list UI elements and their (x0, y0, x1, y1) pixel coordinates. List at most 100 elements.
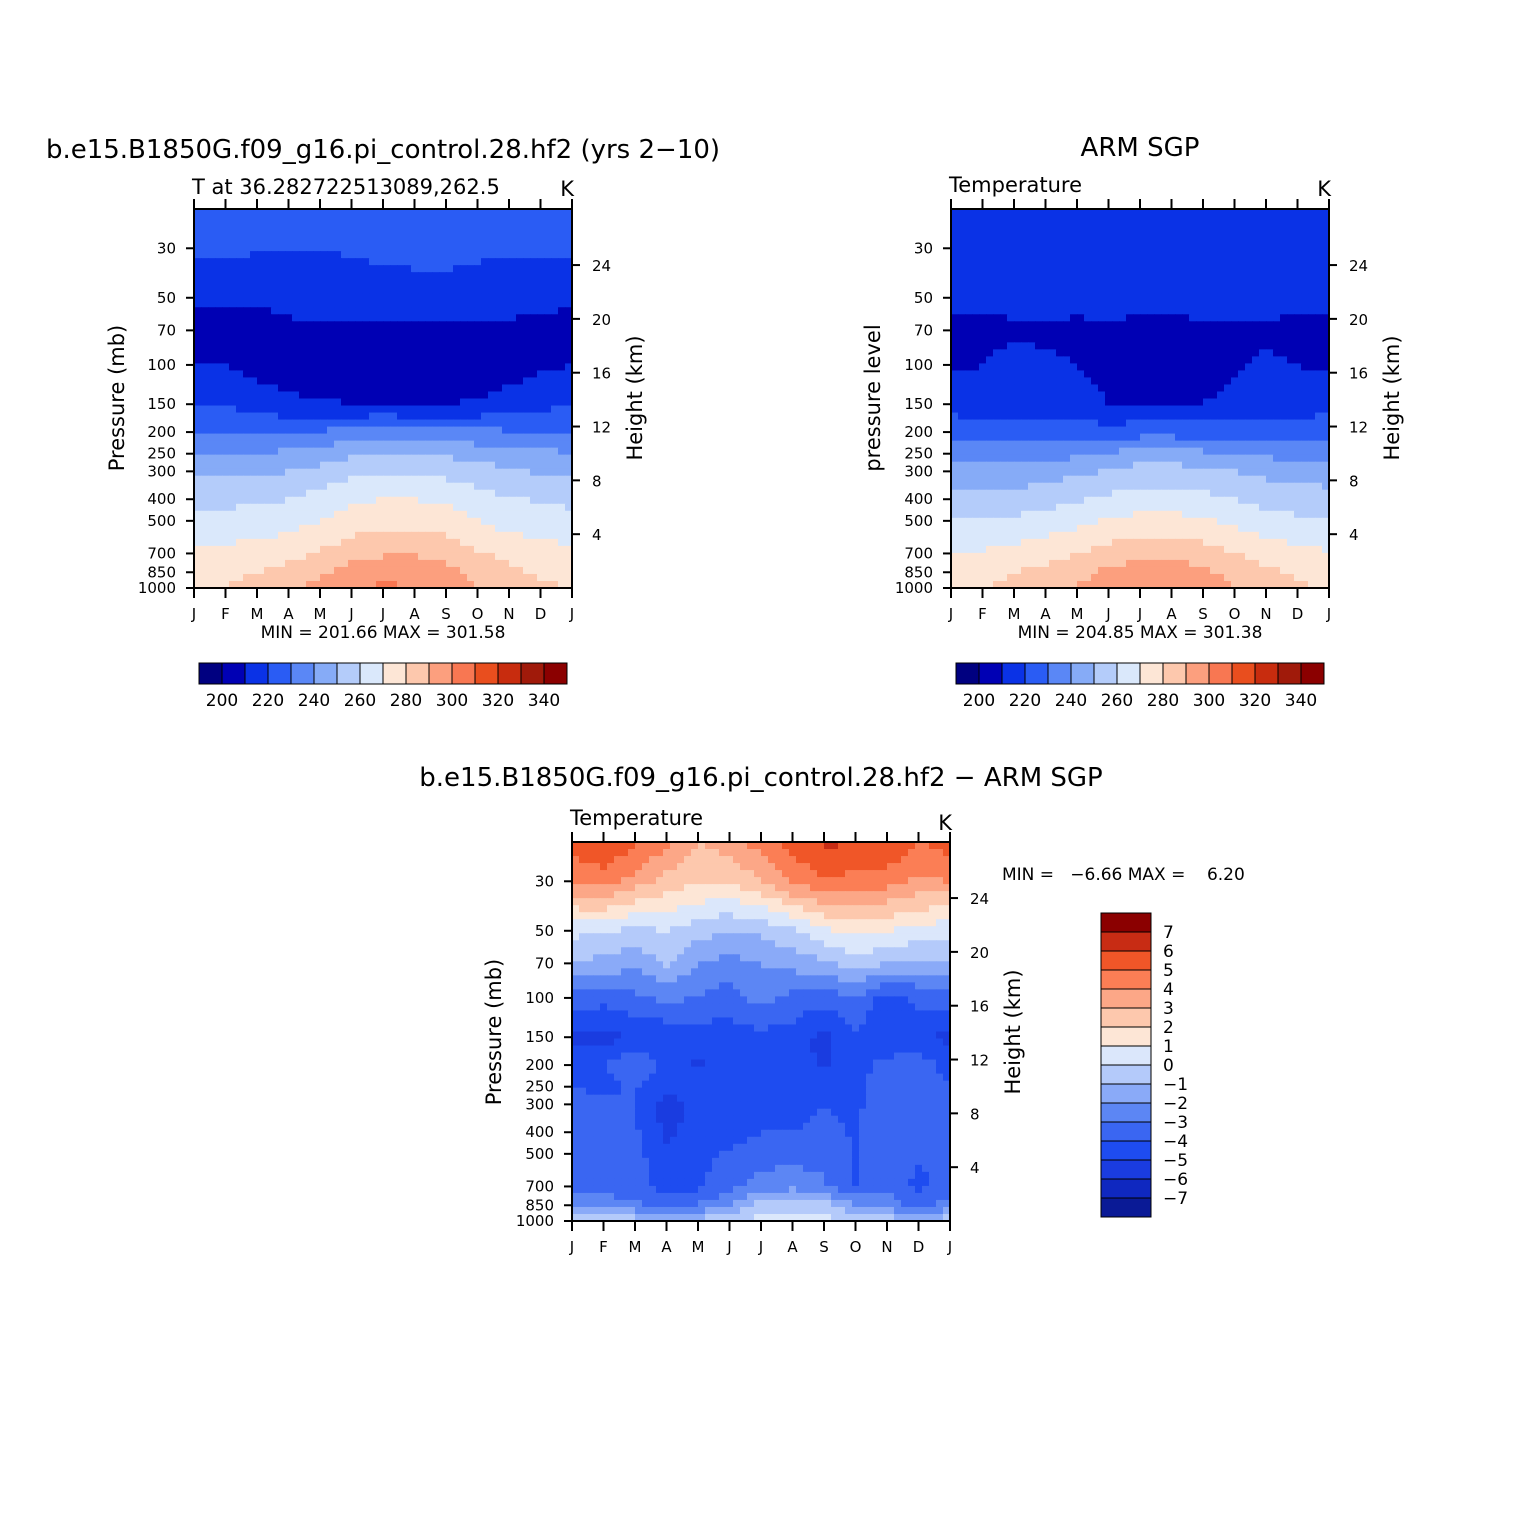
heatmap-cell (327, 272, 335, 280)
heatmap-cell (390, 580, 398, 589)
heatmap-cell (460, 524, 468, 533)
heatmap-cell (334, 391, 342, 400)
heatmap-cell (544, 580, 552, 589)
colorbar-box (336, 662, 361, 685)
heatmap-cell (986, 216, 994, 224)
heatmap-cell (1266, 223, 1274, 231)
heatmap-cell (1049, 370, 1057, 379)
heatmap-cell (383, 580, 391, 589)
heatmap-cell (1133, 412, 1141, 421)
heatmap-cell (208, 314, 216, 322)
heatmap-cell (1203, 321, 1211, 329)
heatmap-cell (1245, 265, 1253, 273)
heatmap-cell (1119, 391, 1127, 400)
heatmap-cell (1126, 426, 1134, 435)
heatmap-cell (432, 356, 440, 365)
heatmap-cell (979, 461, 987, 470)
heatmap-cell (1154, 356, 1162, 365)
heatmap-cell (558, 559, 566, 568)
heatmap-cell (1000, 363, 1008, 372)
heatmap-cell (1294, 244, 1302, 252)
heatmap-cell (516, 349, 524, 357)
heatmap-cell (306, 412, 314, 421)
heatmap-cell (243, 468, 251, 477)
heatmap-cell (1308, 286, 1316, 294)
heatmap-cell (1287, 244, 1295, 252)
heatmap-cell (1056, 440, 1064, 449)
heatmap-cell (1238, 412, 1246, 421)
heatmap-cell (1168, 216, 1176, 224)
heatmap-cell (208, 244, 216, 252)
heatmap-cell (558, 440, 566, 449)
heatmap-cell (1161, 286, 1169, 294)
heatmap-cell (1014, 307, 1022, 315)
heatmap-cell (951, 279, 959, 287)
heatmap-cell (516, 482, 524, 491)
heatmap-cell (362, 321, 370, 329)
heatmap-cell (390, 440, 398, 449)
heatmap-cell (215, 538, 223, 547)
heatmap-cell (334, 363, 342, 372)
heatmap-cell (1147, 440, 1155, 449)
heatmap-cell (1168, 356, 1176, 365)
heatmap-cell (1119, 398, 1127, 407)
x-tick-label: M (314, 605, 327, 623)
heatmap-cell (411, 419, 419, 428)
heatmap-cell (1175, 216, 1183, 224)
heatmap-cell (243, 580, 251, 589)
heatmap-cell (425, 440, 433, 449)
heatmap-cell (418, 300, 426, 308)
heatmap-cell (348, 573, 356, 582)
heatmap-cell (236, 475, 244, 484)
heatmap-cell (383, 489, 391, 498)
heatmap-cell (1147, 405, 1155, 414)
heatmap-cell (292, 405, 300, 414)
heatmap-cell (993, 258, 1001, 266)
heatmap-cell (488, 496, 496, 505)
heatmap-cell (425, 552, 433, 561)
heatmap-cell (965, 363, 973, 372)
heatmap-cell (972, 447, 980, 456)
heatmap-cell (1056, 426, 1064, 435)
heatmap-cell (1259, 307, 1267, 315)
heatmap-cell (502, 321, 510, 329)
heatmap-cell (1294, 209, 1302, 217)
heatmap-cell (1147, 342, 1155, 350)
heatmap-cell (1014, 447, 1022, 456)
heatmap-cell (439, 447, 447, 456)
heatmap-cell (481, 426, 489, 435)
heatmap-cell (1063, 237, 1071, 245)
heatmap-cell (509, 496, 517, 505)
heatmap-cell (1084, 363, 1092, 372)
heatmap-cell (1280, 335, 1288, 343)
heatmap-cell (986, 265, 994, 273)
heatmap-cell (972, 419, 980, 428)
heatmap-cell (229, 307, 237, 315)
heatmap-cell (215, 342, 223, 350)
heatmap-cell (460, 489, 468, 498)
heatmap-cell (376, 545, 384, 554)
heatmap-cell (544, 482, 552, 491)
heatmap-cell (215, 398, 223, 407)
heatmap-cell (446, 237, 454, 245)
heatmap-cell (425, 272, 433, 280)
heatmap-cell (292, 566, 300, 575)
heatmap-cell (1049, 342, 1057, 350)
heatmap-cell (1245, 433, 1253, 442)
heatmap-cell (495, 314, 503, 322)
heatmap-cell (1140, 300, 1148, 308)
heatmap-cell (537, 447, 545, 456)
heatmap-cell (1119, 300, 1127, 308)
heatmap-cell (264, 363, 272, 372)
heatmap-cell (432, 503, 440, 512)
heatmap-cell (208, 552, 216, 561)
heatmap-cell (523, 328, 531, 336)
heatmap-cell (1210, 293, 1218, 301)
heatmap-cell (376, 580, 384, 589)
heatmap-cell (1063, 349, 1071, 357)
heatmap-cell (1315, 251, 1323, 259)
heatmap-cell (1245, 244, 1253, 252)
heatmap-cell (201, 545, 209, 554)
heatmap-cell (1091, 244, 1099, 252)
heatmap-cell (467, 419, 475, 428)
